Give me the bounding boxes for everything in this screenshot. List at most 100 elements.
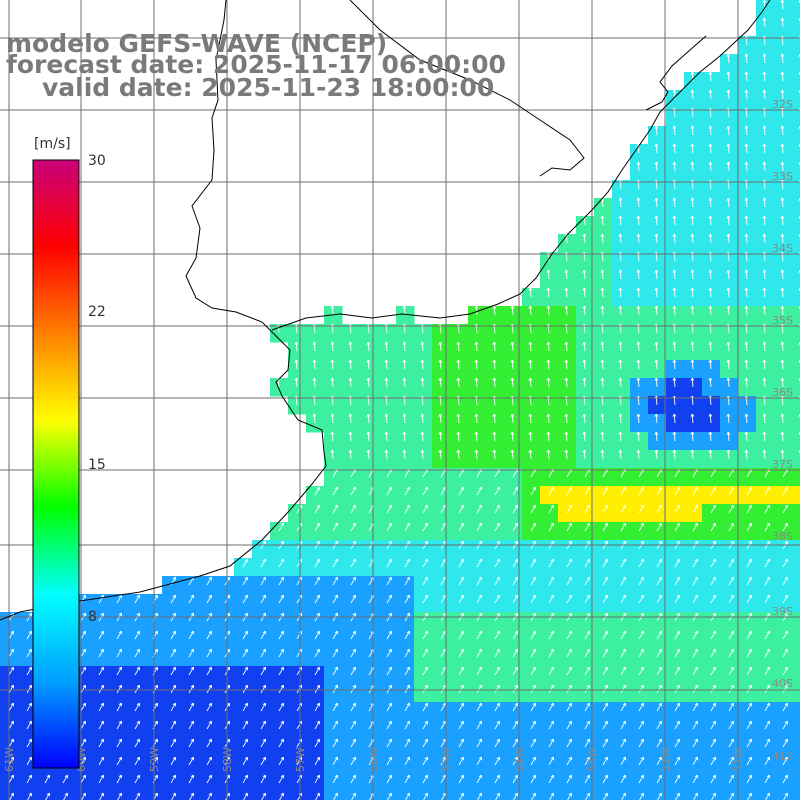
wind-arrow bbox=[456, 359, 461, 370]
wind-arrow bbox=[512, 630, 519, 640]
wind-arrow bbox=[780, 305, 785, 316]
wind-arrow bbox=[512, 702, 519, 712]
field-cell bbox=[198, 576, 217, 595]
field-cell bbox=[216, 756, 235, 775]
field-cell bbox=[288, 558, 307, 577]
wind-arrow bbox=[728, 504, 735, 514]
wind-arrow bbox=[134, 630, 141, 640]
wind-arrow bbox=[546, 413, 551, 424]
field-cell bbox=[720, 396, 739, 415]
wind-arrow bbox=[746, 738, 753, 748]
wind-arrow bbox=[656, 576, 663, 586]
wind-arrow bbox=[116, 648, 123, 658]
field-cell bbox=[792, 522, 800, 541]
wind-arrow bbox=[728, 774, 735, 784]
field-cell bbox=[630, 774, 649, 793]
field-cell bbox=[720, 666, 739, 685]
wind-arrow bbox=[600, 431, 605, 442]
wind-arrow bbox=[780, 197, 785, 208]
field-cell bbox=[630, 360, 649, 379]
field-cell bbox=[432, 450, 451, 469]
field-cell bbox=[666, 540, 685, 559]
field-cell bbox=[36, 792, 55, 800]
wind-arrow bbox=[26, 684, 33, 694]
field-cell bbox=[162, 774, 181, 793]
field-cell bbox=[684, 738, 703, 757]
field-cell bbox=[684, 252, 703, 271]
wind-arrow bbox=[780, 449, 785, 460]
field-cell bbox=[702, 234, 721, 253]
field-cell bbox=[720, 234, 739, 253]
wind-arrow bbox=[330, 377, 335, 388]
wind-arrow bbox=[690, 161, 695, 172]
field-cell bbox=[306, 594, 325, 613]
field-cell bbox=[450, 396, 469, 415]
field-cell bbox=[396, 450, 415, 469]
wind-arrow bbox=[98, 756, 105, 766]
wind-arrow bbox=[654, 233, 659, 244]
wind-arrow bbox=[638, 558, 645, 568]
wind-arrow bbox=[314, 648, 321, 658]
wind-arrow bbox=[764, 720, 771, 730]
field-cell bbox=[684, 648, 703, 667]
field-cell bbox=[792, 342, 800, 361]
field-cell bbox=[648, 252, 667, 271]
wind-arrow bbox=[762, 377, 767, 388]
field-cell bbox=[288, 648, 307, 667]
field-cell bbox=[648, 666, 667, 685]
wind-arrow bbox=[384, 431, 389, 442]
wind-arrow bbox=[584, 558, 591, 568]
wind-arrow bbox=[638, 486, 645, 496]
field-cell bbox=[378, 648, 397, 667]
wind-arrow bbox=[780, 71, 785, 82]
wind-arrow bbox=[584, 486, 591, 496]
field-cell bbox=[252, 648, 271, 667]
wind-arrow bbox=[330, 449, 335, 460]
wind-arrow bbox=[602, 684, 609, 694]
wind-arrow bbox=[456, 449, 461, 460]
wind-arrow bbox=[350, 756, 357, 766]
wind-arrow bbox=[762, 341, 767, 352]
wind-arrow bbox=[188, 684, 195, 694]
wind-arrow bbox=[708, 341, 713, 352]
field-cell bbox=[414, 396, 433, 415]
wind-arrow bbox=[638, 594, 645, 604]
wind-arrow bbox=[8, 630, 15, 640]
field-cell bbox=[414, 648, 433, 667]
field-cell bbox=[270, 666, 289, 685]
field-cell bbox=[576, 630, 595, 649]
wind-arrow bbox=[474, 359, 479, 370]
wind-arrow bbox=[170, 720, 177, 730]
wind-arrow bbox=[422, 594, 429, 604]
field-cell bbox=[378, 702, 397, 721]
wind-arrow bbox=[710, 702, 717, 712]
wind-arrow bbox=[726, 71, 731, 82]
field-cell bbox=[324, 378, 343, 397]
wind-arrow bbox=[206, 630, 213, 640]
field-cell bbox=[360, 450, 379, 469]
wind-arrow bbox=[674, 648, 681, 658]
field-cell bbox=[774, 576, 793, 595]
field-cell bbox=[36, 648, 55, 667]
wind-arrow bbox=[134, 738, 141, 748]
field-cell bbox=[540, 684, 559, 703]
wind-arrow bbox=[746, 576, 753, 586]
field-cell bbox=[522, 630, 541, 649]
field-cell bbox=[612, 756, 631, 775]
field-cell bbox=[486, 630, 505, 649]
field-cell bbox=[576, 792, 595, 800]
field-cell bbox=[702, 72, 721, 91]
field-cell bbox=[648, 450, 667, 469]
wind-arrow bbox=[602, 720, 609, 730]
wind-arrow bbox=[438, 359, 443, 370]
field-cell bbox=[648, 378, 667, 397]
field-cell bbox=[36, 612, 55, 631]
wind-arrow bbox=[764, 666, 771, 676]
field-cell bbox=[324, 324, 343, 343]
wind-arrow bbox=[530, 576, 537, 586]
wind-arrow bbox=[690, 287, 695, 298]
field-cell bbox=[756, 666, 775, 685]
field-cell bbox=[648, 288, 667, 307]
wind-arrow bbox=[404, 720, 411, 730]
wind-arrow bbox=[674, 774, 681, 784]
